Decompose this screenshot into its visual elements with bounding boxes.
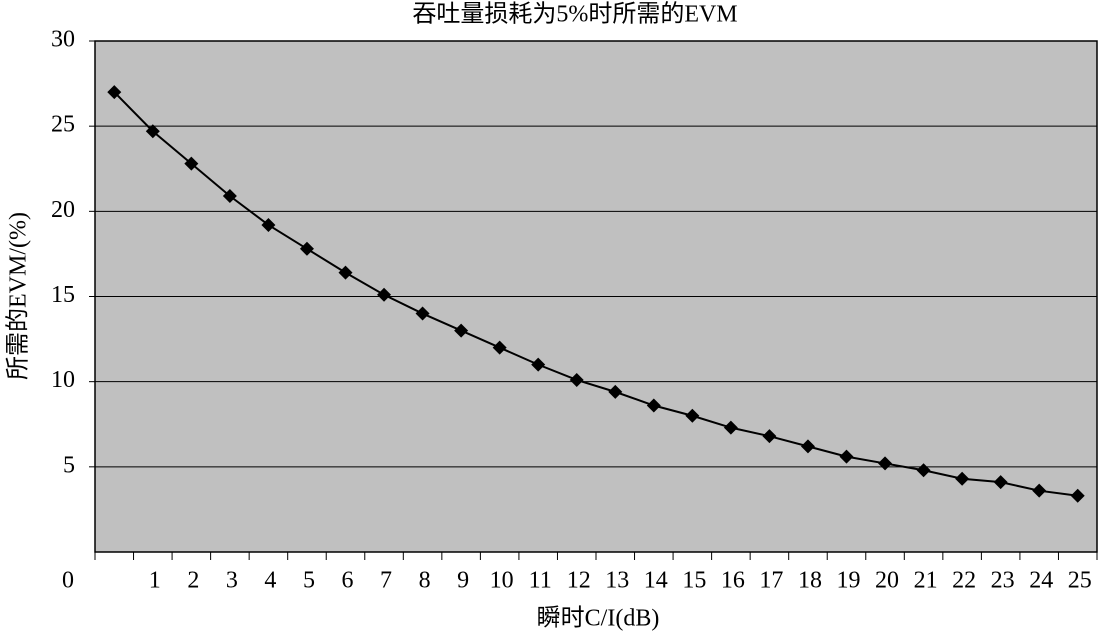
x-tick-label: 4 bbox=[264, 568, 276, 594]
marker bbox=[492, 340, 507, 355]
x-axis-label: 瞬时C/I(dB) bbox=[537, 605, 660, 632]
x-tick-label: 19 bbox=[837, 568, 861, 594]
x-tick-label: 17 bbox=[759, 568, 783, 594]
marker bbox=[454, 323, 469, 338]
marker bbox=[338, 265, 353, 280]
x-tick-label: 15 bbox=[682, 568, 706, 594]
marker bbox=[685, 408, 700, 423]
x-tick-label: 23 bbox=[991, 568, 1015, 594]
y-tick-label: 30 bbox=[51, 27, 75, 53]
marker bbox=[916, 463, 931, 478]
x-tick-label: 7 bbox=[380, 568, 392, 594]
x-tick-label: 6 bbox=[342, 568, 354, 594]
marker bbox=[839, 449, 854, 464]
marker bbox=[222, 189, 237, 204]
y-tick-label: 20 bbox=[51, 197, 75, 223]
chart-title: 吞吐量损耗为5%时所需的EVM bbox=[412, 1, 737, 28]
marker bbox=[1070, 488, 1085, 503]
y-tick-label: 15 bbox=[51, 282, 75, 308]
y-tick-label: 25 bbox=[51, 112, 75, 138]
line bbox=[113, 91, 1078, 497]
marker bbox=[723, 420, 738, 435]
marker bbox=[608, 384, 623, 399]
x-tick-label: 2 bbox=[187, 568, 199, 594]
y-tick-label: 5 bbox=[63, 452, 75, 478]
x-tick-label: 20 bbox=[875, 568, 899, 594]
x-tick-label: 22 bbox=[952, 568, 976, 594]
marker bbox=[1032, 483, 1047, 498]
marker bbox=[800, 439, 815, 454]
marker bbox=[299, 241, 314, 256]
marker bbox=[569, 372, 584, 387]
marker bbox=[646, 398, 661, 413]
x-tick-label: 21 bbox=[914, 568, 938, 594]
x-tick-label: 12 bbox=[567, 568, 591, 594]
marker bbox=[955, 471, 970, 486]
x-tick-label: 10 bbox=[490, 568, 514, 594]
x-tick-label: 25 bbox=[1068, 568, 1092, 594]
marker bbox=[145, 124, 160, 139]
y-axis-label: 所需的EVM/(%) bbox=[5, 212, 32, 380]
x-tick-label: 9 bbox=[457, 568, 469, 594]
x-tick-label: 24 bbox=[1029, 568, 1053, 594]
x-tick-label: 11 bbox=[529, 568, 552, 594]
marker bbox=[415, 306, 430, 321]
x-tick-label: 13 bbox=[605, 568, 629, 594]
marker bbox=[107, 85, 122, 100]
marker bbox=[261, 217, 276, 232]
marker bbox=[184, 156, 199, 171]
x-tick-label: 1 bbox=[149, 568, 161, 594]
x-tick-label: 16 bbox=[721, 568, 745, 594]
marker bbox=[531, 357, 546, 372]
marker bbox=[762, 429, 777, 444]
x-tick-label: 14 bbox=[644, 568, 668, 594]
x-tick-label: 18 bbox=[798, 568, 822, 594]
x-tick-label: 3 bbox=[226, 568, 238, 594]
marker bbox=[993, 475, 1008, 490]
x-tick-label: 8 bbox=[419, 568, 431, 594]
x-tick-label: 5 bbox=[303, 568, 315, 594]
marker bbox=[377, 287, 392, 302]
x-tick-label: 0 bbox=[62, 568, 74, 594]
y-tick-label: 10 bbox=[51, 367, 75, 393]
marker bbox=[878, 456, 893, 471]
